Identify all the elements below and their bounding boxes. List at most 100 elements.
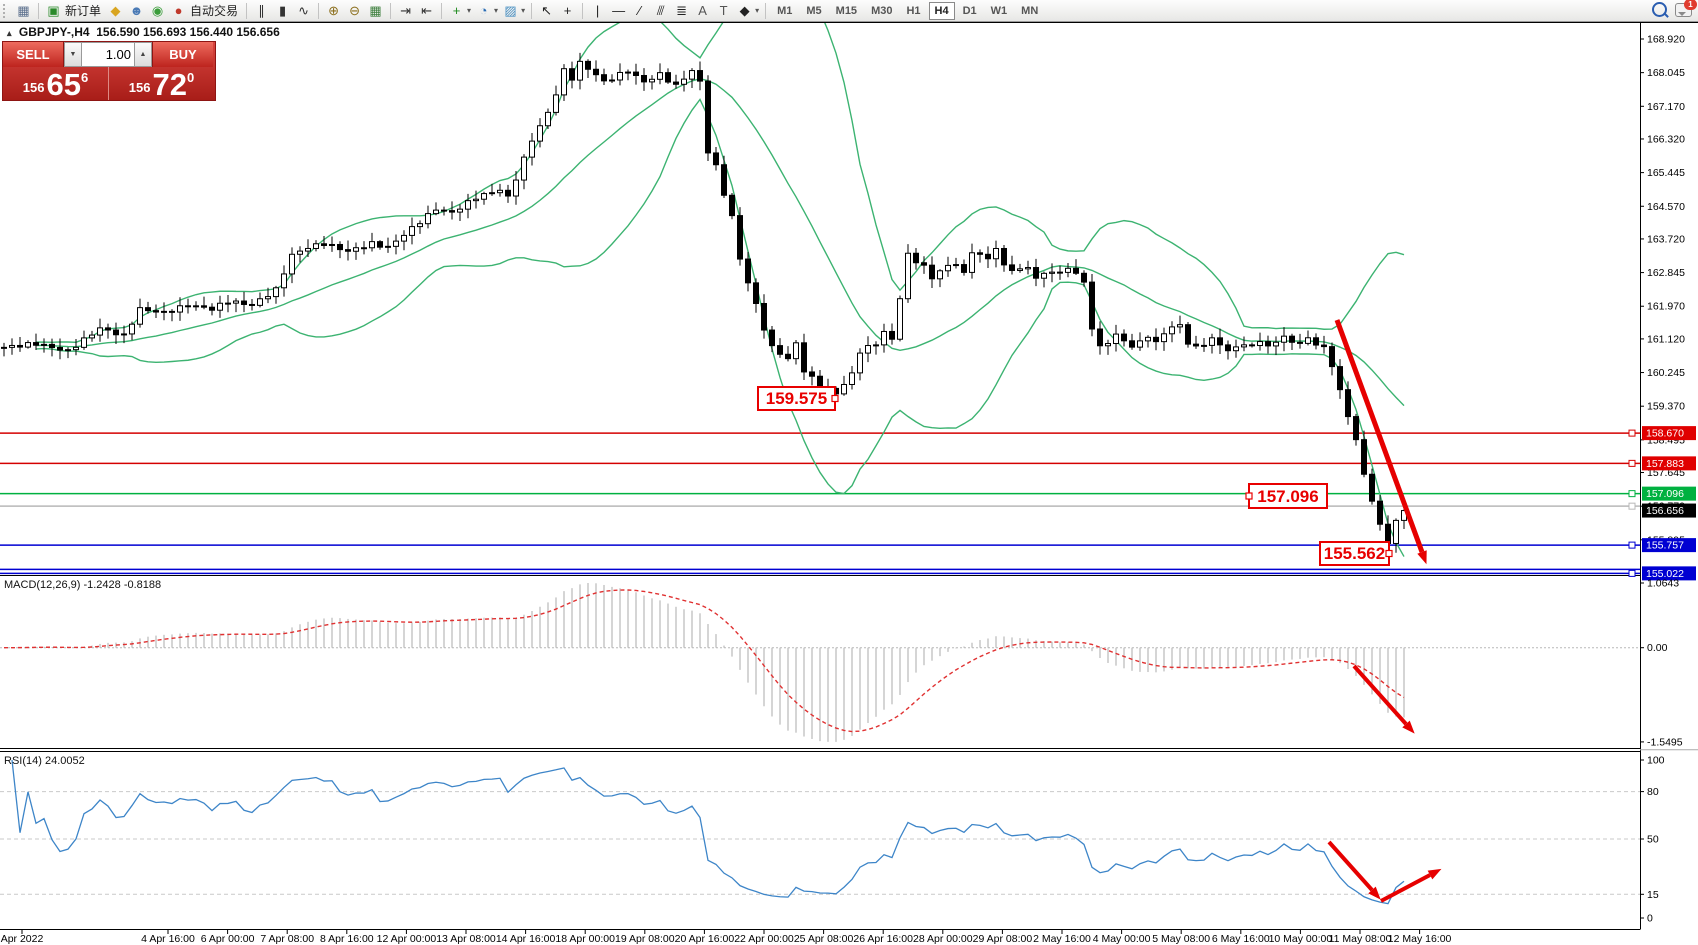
svg-text:166.320: 166.320 xyxy=(1647,133,1685,145)
crosshair-icon[interactable]: + xyxy=(563,2,572,18)
auto-scroll-icon[interactable]: ⇥ xyxy=(400,2,411,18)
chat-icon[interactable]: 1 xyxy=(1675,0,1697,17)
notification-badge: 1 xyxy=(1684,0,1697,10)
tile-windows-icon[interactable]: ▦ xyxy=(369,2,382,18)
new-order-icon[interactable]: ▣ xyxy=(47,2,60,18)
toolbar-separator xyxy=(765,2,767,19)
trend-arrow xyxy=(1327,840,1374,892)
chart-title: ▴ GBPJPY-,H4 156.590 156.693 156.440 156… xyxy=(7,25,280,39)
volume-decrease-button[interactable]: ▼ xyxy=(64,42,82,67)
buy-price-figure: 156 xyxy=(128,80,151,95)
svg-text:6 May 16:00: 6 May 16:00 xyxy=(1212,933,1270,945)
svg-text:50: 50 xyxy=(1647,834,1659,846)
timeframe-button-m30[interactable]: M30 xyxy=(865,2,898,20)
svg-text:162.845: 162.845 xyxy=(1647,267,1685,279)
svg-text:12 Apr 00:00: 12 Apr 00:00 xyxy=(377,933,437,945)
svg-text:20 Apr 16:00: 20 Apr 16:00 xyxy=(675,933,735,945)
timeframe-button-mn[interactable]: MN xyxy=(1015,2,1044,20)
macd-axis: 1.0643 0.00 -1.5495 xyxy=(1640,577,1683,748)
dropdown-arrow-icon[interactable]: ▾ xyxy=(467,6,472,15)
volume-input[interactable] xyxy=(82,42,134,67)
text-icon[interactable]: A xyxy=(698,2,707,18)
auto-trading-icon[interactable]: ● xyxy=(174,2,183,18)
buy-price[interactable]: 156 72 0 xyxy=(108,67,214,100)
profile-icon[interactable]: ☻ xyxy=(129,2,144,18)
vertical-line-icon[interactable]: | xyxy=(595,2,600,18)
svg-text:18 Apr 00:00: 18 Apr 00:00 xyxy=(555,933,615,945)
line-handle xyxy=(1628,429,1636,437)
history-center-icon[interactable]: ◆ xyxy=(110,2,121,18)
svg-text:Apr 2022: Apr 2022 xyxy=(1,933,44,945)
timeframe-button-h4[interactable]: H4 xyxy=(928,1,955,20)
toolbar-separator xyxy=(318,2,320,19)
svg-text:15: 15 xyxy=(1647,889,1659,901)
arrows-objects-icon[interactable]: ◆ xyxy=(739,2,750,18)
sell-price-pips: 65 xyxy=(46,67,81,102)
level-lines[interactable] xyxy=(0,429,1640,577)
text-label-icon[interactable]: T xyxy=(719,2,728,18)
svg-text:161.120: 161.120 xyxy=(1647,333,1685,345)
dropdown-arrow-icon[interactable]: ▾ xyxy=(521,6,526,15)
toolbar: ▦ ▣ 新订单 ◆ ☻ ◉ ● 自动交易 ∥ ▮ ∿ ⊕ ⊖ ▦ ⇥ ⇤ + ▾ ◔ ▾ ▨ ▾ ↖ + | — ∕ ⫻ ≣ A T ◆ ▾ M1… xyxy=(0,0,1698,22)
svg-text:100: 100 xyxy=(1647,755,1665,767)
svg-text:6 Apr 00:00: 6 Apr 00:00 xyxy=(201,933,255,945)
timeframe-button-m5[interactable]: M5 xyxy=(800,2,827,20)
price-callouts[interactable]: 159.575 157.096 155.562 xyxy=(757,386,1393,566)
trend-arrow xyxy=(1352,664,1408,726)
svg-text:80: 80 xyxy=(1647,786,1659,798)
sell-button[interactable]: SELL xyxy=(3,42,64,67)
trend-arrows[interactable] xyxy=(1327,319,1442,903)
timeframe-button-d1[interactable]: D1 xyxy=(957,2,983,20)
search-icon[interactable] xyxy=(1652,2,1667,17)
chart-window-icon[interactable]: ▦ xyxy=(17,2,30,18)
timeframe-button-w1[interactable]: W1 xyxy=(985,2,1014,20)
svg-text:157.883: 157.883 xyxy=(1646,458,1684,470)
svg-text:1.0643: 1.0643 xyxy=(1647,577,1679,589)
templates-icon[interactable]: ▨ xyxy=(504,2,517,18)
bollinger-bands xyxy=(35,23,1405,557)
svg-text:167.170: 167.170 xyxy=(1647,101,1685,113)
price-axis: 168.920 168.045 167.170 166.320 165.445 164.5… xyxy=(1640,34,1696,581)
svg-text:4 May 00:00: 4 May 00:00 xyxy=(1093,933,1151,945)
toolbar-separator xyxy=(531,2,533,19)
chart-shift-icon[interactable]: ⇤ xyxy=(421,2,432,18)
sell-price[interactable]: 156 65 6 xyxy=(3,67,108,100)
volume-increase-button[interactable]: ▲ xyxy=(134,42,152,67)
fibonacci-icon[interactable]: ≣ xyxy=(676,2,688,18)
svg-text:11 May 08:00: 11 May 08:00 xyxy=(1329,933,1392,945)
dropdown-arrow-icon[interactable]: ▾ xyxy=(755,6,760,15)
svg-text:156.656: 156.656 xyxy=(1646,505,1684,517)
new-order-label[interactable]: 新订单 xyxy=(65,4,102,18)
svg-text:2 May 16:00: 2 May 16:00 xyxy=(1033,933,1091,945)
cursor-icon[interactable]: ↖ xyxy=(541,2,553,18)
zoom-in-icon[interactable]: ⊕ xyxy=(328,2,339,18)
candlestick-series xyxy=(1,52,1407,553)
svg-text:159.370: 159.370 xyxy=(1647,401,1685,413)
svg-text:26 Apr 16:00: 26 Apr 16:00 xyxy=(853,933,913,945)
candlestick-chart-icon[interactable]: ▮ xyxy=(278,2,287,18)
line-chart-icon[interactable]: ∿ xyxy=(298,2,309,18)
horizontal-line-icon[interactable]: — xyxy=(612,2,626,18)
periods-icon[interactable]: ◔ xyxy=(479,2,488,18)
equidistant-channel-icon[interactable]: ⫻ xyxy=(656,2,665,18)
sell-price-figure: 156 xyxy=(22,80,45,95)
line-handle xyxy=(1628,490,1636,498)
line-handle xyxy=(1628,502,1636,510)
timeframe-button-m1[interactable]: M1 xyxy=(771,2,798,20)
svg-text:155.562: 155.562 xyxy=(1324,544,1385,563)
auto-trading-label[interactable]: 自动交易 xyxy=(190,4,239,18)
dropdown-arrow-icon[interactable]: ▾ xyxy=(494,6,499,15)
trendline-icon[interactable]: ∕ xyxy=(638,2,641,18)
rsi-panel xyxy=(0,759,1640,905)
signals-icon[interactable]: ◉ xyxy=(151,2,164,18)
one-click-toggle-icon[interactable]: ▴ xyxy=(7,28,12,38)
bar-chart-icon[interactable]: ∥ xyxy=(258,2,265,18)
svg-text:0.00: 0.00 xyxy=(1647,642,1668,654)
buy-button[interactable]: BUY xyxy=(152,42,213,67)
timeframe-button-h1[interactable]: H1 xyxy=(900,2,926,20)
zoom-out-icon[interactable]: ⊖ xyxy=(349,2,360,18)
add-indicator-icon[interactable]: + xyxy=(452,2,461,18)
timeframe-button-m15[interactable]: M15 xyxy=(830,2,863,20)
svg-text:155.022: 155.022 xyxy=(1646,568,1684,580)
